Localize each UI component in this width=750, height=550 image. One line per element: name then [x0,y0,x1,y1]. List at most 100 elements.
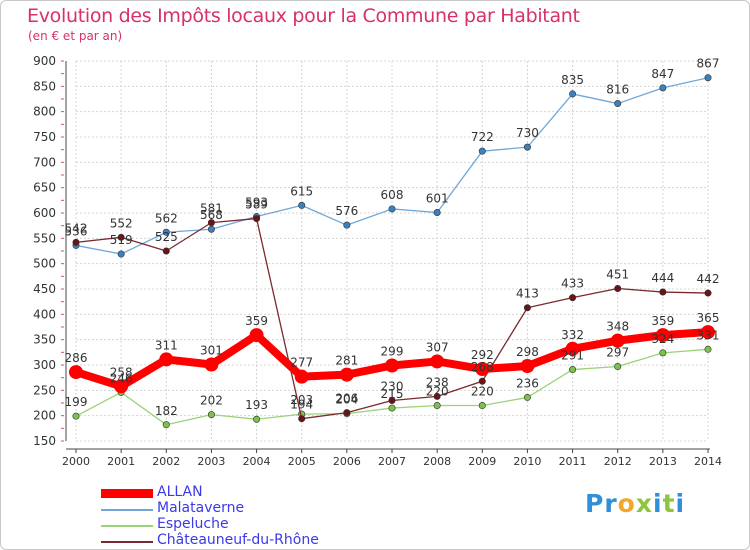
data-label: 204 [335,393,358,407]
legend-swatch [101,489,153,498]
x-tick-label: 2008 [423,455,451,468]
data-point [207,219,215,227]
data-label: 608 [381,188,404,202]
data-label: 730 [516,126,539,140]
legend-label: Espeluche [157,516,229,532]
data-label: 615 [290,184,313,198]
data-point [655,328,670,343]
logo-letter: i [675,489,686,518]
x-tick-label: 2003 [197,455,225,468]
x-tick-label: 2012 [604,455,632,468]
legend-item: ALLAN [101,484,401,501]
data-label: 816 [606,83,629,97]
x-tick-label: 2014 [694,455,722,468]
data-label: 542 [65,221,88,235]
data-point [159,352,174,367]
data-label: 593 [245,196,268,210]
y-tick-label: 850 [33,79,56,93]
x-tick-label: 2011 [559,455,587,468]
data-label: 576 [335,204,358,218]
data-label: 297 [606,346,629,360]
data-point [433,402,441,410]
data-label: 331 [697,328,720,342]
y-tick-label: 500 [33,257,56,271]
data-point [162,247,170,255]
data-point [72,238,80,246]
proxiti-logo: Proxiti [585,489,685,518]
legend: ALLAN Malataverne Espeluche Châteauneuf-du-… [101,484,401,549]
data-point [523,393,531,401]
y-tick-label: 150 [33,434,56,448]
chart-subtitle: (en € et par an) [28,29,123,43]
data-label: 562 [155,211,178,225]
data-point [72,412,80,420]
data-label: 199 [65,395,88,409]
legend-label: Malataverne [157,500,245,516]
data-point [298,415,306,423]
data-point [114,379,129,394]
data-label: 291 [561,349,584,363]
data-label: 332 [561,328,584,342]
data-point [523,143,531,151]
logo-letter: x [635,489,653,518]
data-point [701,325,715,340]
data-label: 365 [697,311,720,325]
legend-item: Châteauneuf-du-Rhône [101,532,401,549]
data-label: 238 [426,375,449,389]
data-point [388,404,396,412]
data-label: 299 [381,345,404,359]
data-point [433,392,441,400]
data-label: 286 [65,351,88,365]
y-tick-label: 400 [33,307,56,321]
data-label: 589 [245,198,268,212]
data-point [478,402,486,410]
data-label: 847 [651,67,674,81]
data-label: 568 [200,208,223,222]
data-label: 258 [110,365,133,379]
x-tick-label: 2006 [333,455,361,468]
data-point [162,228,170,236]
data-label: 581 [200,202,223,216]
data-label: 193 [245,398,268,412]
legend-label: Châteauneuf-du-Rhône [157,532,319,548]
data-label: 203 [290,393,313,407]
series-ch-teauneuf-du-rh-ne [72,215,712,423]
data-label: 722 [471,130,494,144]
x-tick-label: 2001 [107,455,135,468]
y-tick-label: 750 [33,130,56,144]
y-tick-label: 700 [33,155,56,169]
data-label: 268 [471,360,494,374]
data-point [207,225,215,233]
data-label: 444 [651,271,674,285]
data-point [523,304,531,312]
data-point [433,208,441,216]
y-tick-label: 450 [33,282,56,296]
data-label: 298 [516,345,539,359]
x-tick-label: 2010 [513,455,541,468]
logo-letter: P [585,489,605,518]
series-allan [69,325,715,394]
data-point [204,357,219,372]
data-point [430,354,445,369]
data-label: 301 [200,343,223,357]
logo-letter: o [617,489,636,518]
data-label: 348 [606,320,629,334]
data-point [569,90,577,98]
data-point [117,233,125,241]
data-point [659,84,667,92]
data-label: 552 [110,216,133,230]
data-label: 215 [381,387,404,401]
data-label: 519 [110,233,133,247]
data-label: 442 [697,272,720,286]
data-label: 236 [516,376,539,390]
data-label: 359 [245,314,268,328]
data-label: 433 [561,277,584,291]
data-label: 206 [335,392,358,406]
data-label: 230 [381,379,404,393]
data-point [385,358,399,373]
y-tick-label: 300 [33,358,56,372]
y-tick-label: 250 [33,383,56,397]
data-point [343,409,351,417]
data-label: 194 [290,398,313,412]
